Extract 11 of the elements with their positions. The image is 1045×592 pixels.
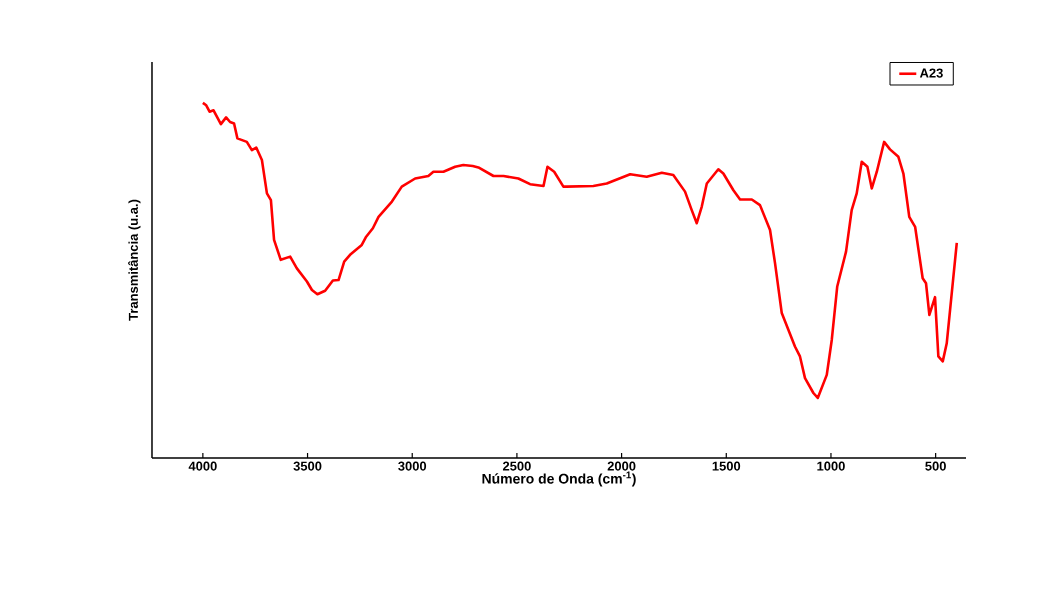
x-tick-label: 1000	[817, 461, 845, 471]
y-axis-title: Transmitância (u.a.)	[128, 199, 141, 321]
legend-label: A23	[919, 68, 943, 78]
x-tick-label: 1500	[712, 461, 741, 471]
x-tick-label: 500	[925, 461, 946, 471]
x-tick-label: 4000	[188, 461, 217, 471]
x-axis-title: Número de Onda (cm$^{-1}$)	[482, 471, 636, 487]
x-tick-label: 3000	[398, 461, 427, 471]
x-tick-label: 2500	[502, 461, 531, 471]
x-tick-label: 3500	[293, 461, 322, 471]
x-tick-label: 2000	[607, 461, 636, 471]
